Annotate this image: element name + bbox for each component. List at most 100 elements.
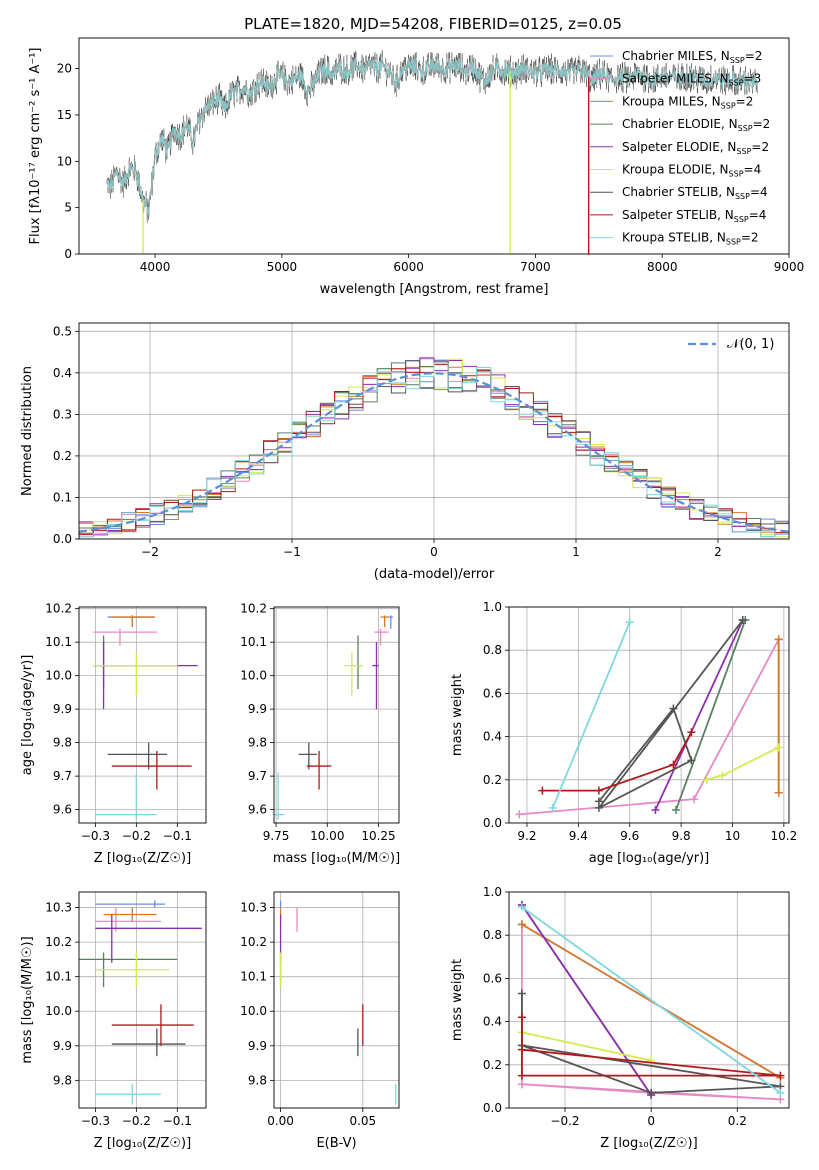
errorbar-salpeter-elodie [372,642,379,710]
x-tick-label: 0 [430,545,438,559]
y-tick-label: 10.3 [240,901,267,915]
point-marker [776,1071,785,1080]
x-tick-label: 0.00 [267,1114,294,1128]
x-tick-label: 2 [714,545,722,559]
y-tick-label: 0.4 [53,366,72,380]
histogram-kroupa-stelib [79,362,789,538]
series-line [551,621,631,809]
spectrum-plot-area [106,49,758,254]
point-marker [774,743,783,752]
legend-label: Chabrier STELIB, NSSP=4 [622,185,768,201]
y-tick-label: 0.0 [483,1101,502,1115]
legend-subscript: SSP [735,192,750,201]
errorbar-kroupa-stelib [95,1083,161,1105]
legend-count: =2 [753,117,771,131]
x-axis-label: mass [log₁₀(M/M☉)] [273,851,400,866]
x-axis-label: wavelength [Angstrom, rest frame] [320,282,549,297]
y-tick-label: 0.2 [53,449,72,463]
legend-label: Kroupa STELIB, NSSP=2 [622,231,759,247]
y-tick-label: 10.0 [240,1004,267,1018]
errorbar-salpeter-stelib [111,751,192,790]
errorbar-kroupa-elodie [95,952,170,988]
errorbar-salpeter-stelib [306,751,332,790]
legend-subscript: SSP [729,79,744,88]
series-kroupa-stelib [548,618,634,812]
y-tick-label: 1.0 [483,600,502,614]
errorbar-chabrier-stelib [111,1028,186,1057]
normal-curve [79,372,789,533]
y-tick-label: 5 [64,201,72,215]
x-tick-label: 8000 [647,260,678,274]
errorbar-kroupa-miles [103,907,157,922]
y-tick-label: 10 [57,154,72,168]
y-tick-label: 10.0 [240,669,267,683]
y-axis-label: mass [log₁₀(M/M☉)] [20,936,35,1063]
y-tick-label: 9.6 [248,803,267,817]
errorbar-kroupa-miles [111,615,155,628]
legend-count: =4 [750,185,768,199]
y-tick-label: 10.0 [45,1004,72,1018]
x-tick-label: −0.1 [163,829,192,843]
y-tick-label: 0.6 [483,686,502,700]
y-axis-label: Flux [fλ10⁻¹⁷ erg cm⁻² s⁻¹ A⁻¹] [28,48,43,245]
point-marker [517,1071,526,1080]
legend-label: Kroupa ELODIE, NSSP=4 [622,163,761,179]
massweight_vs_Z-frame [508,891,790,1109]
residuals-panel: −2 −1 0 1 2 0.0 0.1 0.2 0.3 0.4 0.5 (data-model)/er… [20,322,790,582]
legend-label: Chabrier ELODIE, NSSP=2 [622,117,770,133]
x-axis-label: (data-model)/error [374,567,495,582]
legend-label: Salpeter ELODIE, NSSP=2 [622,140,769,156]
series-kroupa-miles [774,635,783,797]
x-tick-label: 10 [725,829,740,843]
age_vs_Z-frame [78,606,207,824]
x-tick-label: 9000 [774,260,805,274]
y-tick-label: 10.1 [45,970,72,984]
series-chabrier-stelib [594,615,747,812]
point-marker [774,635,783,644]
massweight_vs_age-plot-area [509,607,789,823]
errorbar-kroupa-miles [380,615,389,628]
y-tick-label: 10.3 [45,901,72,915]
errorbar-salpeter-miles [93,628,157,646]
x-tick-label: −0.3 [81,1114,110,1128]
mass_vs_ebv-panel: 0.00 0.05 9.8 9.9 10.0 10.1 10.2 10.3 E(B-V) [240,891,400,1151]
point-marker [651,806,660,815]
series-line [521,1031,652,1062]
point-marker [776,1088,785,1097]
y-tick-label: 9.9 [53,1039,72,1053]
point-marker [515,810,524,819]
legend-label: Chabrier MILES, NSSP=2 [622,49,762,65]
y-tick-label: 9.8 [53,1073,72,1087]
point-marker [625,618,634,627]
x-tick-label: 9.8 [672,829,691,843]
legend-subscript: SSP [736,147,751,156]
y-tick-label: 0.4 [483,730,502,744]
y-tick-label: 0.4 [483,1015,502,1029]
x-tick-label: 6000 [393,260,424,274]
x-axis-label: Z [log₁₀(Z/Z☉)] [94,851,191,866]
x-tick-label: −1 [283,545,301,559]
point-marker [669,760,678,769]
point-marker [738,615,747,624]
residuals-plot-area [79,323,789,539]
x-tick-label: 0.05 [349,1114,376,1128]
errorbar-salpeter-miles [374,628,389,646]
legend-subscript: SSP [734,215,749,224]
point-marker [517,1080,526,1089]
x-tick-label: −0.2 [122,1114,151,1128]
x-tick-label: 1 [572,545,580,559]
y-tick-label: 10.0 [45,669,72,683]
y-tick-label: 9.9 [248,1039,267,1053]
y-tick-label: 15 [57,108,72,122]
x-axis-label: Z [log₁₀(Z/Z☉)] [94,1136,191,1151]
x-tick-label: 9.4 [569,829,588,843]
legend-count: =3 [744,72,762,86]
figure-title: PLATE=1820, MJD=54208, FIBERID=0125, z=0… [244,15,622,33]
x-tick-label: 10.00 [310,829,344,843]
y-tick-label: 0.0 [53,532,72,546]
y-tick-label: 0.2 [483,1058,502,1072]
x-tick-label: −2 [141,545,159,559]
errorbar-kroupa-stelib [274,772,285,820]
series-salpeter-stelib [538,728,696,795]
spectrum-legend: Chabrier MILES, NSSP=2 Salpeter MILES, NS… [590,49,770,247]
